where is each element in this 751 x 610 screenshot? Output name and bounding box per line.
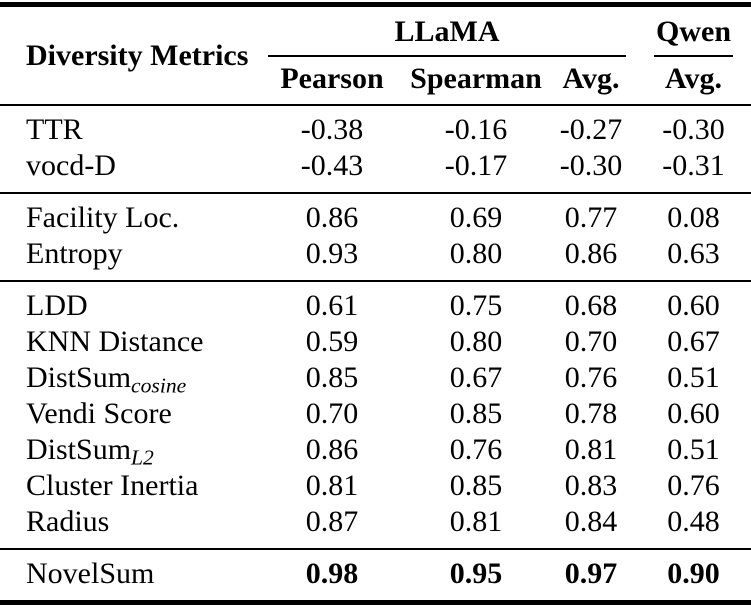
col-header-qwen-avg: Avg. (665, 62, 722, 95)
metric-cell: LDD (26, 289, 88, 322)
value-cell: 0.70 (564, 325, 618, 358)
col-header-diversity-metrics: Diversity Metrics (26, 38, 249, 72)
value-cell: 0.63 (667, 237, 720, 270)
group-lexical-metrics: TTR -0.38 -0.16 -0.27 -0.30 vocd-D -0.43… (0, 105, 751, 193)
value-cell: 0.85 (449, 397, 503, 430)
col-header-llama-avg: Avg. (562, 62, 620, 95)
group-header-row: Diversity Metrics LLaMA Qwen (0, 5, 751, 72)
value-cell: 0.97 (564, 557, 618, 590)
value-cell: 0.59 (305, 325, 359, 358)
metric-cell: vocd-D (26, 149, 116, 182)
value-cell: 0.87 (305, 505, 359, 538)
metric-label: DistSum (26, 361, 132, 394)
value-cell: 0.84 (564, 505, 618, 538)
value-cell: 0.75 (449, 289, 503, 322)
value-cell: -0.30 (662, 113, 725, 146)
value-cell: -0.17 (444, 149, 508, 182)
metric-cell: DistSumL2 (0, 432, 258, 468)
value-cell: 0.61 (305, 289, 359, 322)
metric-cell: NovelSum (26, 557, 155, 590)
table-row-facility-loc: Facility Loc. 0.86 0.69 0.77 0.08 (0, 193, 751, 236)
table-row-distsum-l2: DistSumL2 0.86 0.76 0.81 0.51 (0, 432, 751, 468)
value-cell: 0.98 (305, 557, 359, 590)
value-cell: 0.60 (667, 397, 720, 430)
value-cell: -0.38 (300, 113, 364, 146)
value-cell: 0.93 (305, 237, 359, 270)
value-cell: 0.86 (305, 201, 359, 234)
value-cell: -0.43 (300, 149, 364, 182)
table-row-distsum-cosine: DistSumcosine 0.85 0.67 0.76 0.51 (0, 360, 751, 396)
value-cell: 0.78 (564, 397, 618, 430)
value-cell: 0.81 (564, 433, 618, 466)
qwen-cmidrule (654, 55, 733, 57)
value-cell: -0.30 (559, 149, 623, 182)
metric-subscript: cosine (131, 373, 187, 398)
table-row-vocd-d: vocd-D -0.43 -0.17 -0.30 -0.31 (0, 148, 751, 193)
sub-header-row: Pearson Spearman Avg. Avg. (0, 57, 751, 105)
value-cell: 0.81 (305, 469, 359, 502)
value-cell: -0.27 (559, 113, 623, 146)
group-novelsum: NovelSum 0.98 0.95 0.97 0.90 (0, 549, 751, 603)
metric-cell: KNN Distance (26, 325, 204, 358)
value-cell: 0.08 (667, 201, 720, 234)
col-header-spearman: Spearman (410, 62, 542, 95)
metric-cell: DistSumcosine (0, 360, 258, 396)
value-cell: 0.67 (667, 325, 720, 358)
metric-label: DistSum (26, 433, 132, 466)
table-row-cluster-inertia: Cluster Inertia 0.81 0.85 0.83 0.76 (0, 468, 751, 504)
value-cell: 0.51 (667, 361, 720, 394)
col-header-pearson: Pearson (280, 62, 384, 95)
metric-cell: TTR (26, 113, 83, 146)
group-selection-metrics: Facility Loc. 0.86 0.69 0.77 0.08 Entrop… (0, 193, 751, 281)
value-cell: 0.85 (449, 469, 503, 502)
value-cell: 0.51 (667, 433, 720, 466)
value-cell: 0.60 (667, 289, 720, 322)
value-cell: 0.76 (667, 469, 720, 502)
llama-cmidrule (268, 55, 626, 57)
table-row-ldd: LDD 0.61 0.75 0.68 0.60 (0, 281, 751, 324)
value-cell: 0.90 (667, 557, 720, 590)
value-cell: 0.76 (564, 361, 618, 394)
llama-group-label: LLaMA (394, 15, 500, 48)
group-embedding-metrics: LDD 0.61 0.75 0.68 0.60 KNN Distance 0.5… (0, 281, 751, 549)
table-header: Diversity Metrics LLaMA Qwen Pearson Spe… (0, 5, 751, 105)
value-cell: 0.48 (667, 505, 720, 538)
value-cell: 0.81 (449, 505, 503, 538)
metric-cell: Facility Loc. (26, 201, 180, 234)
group-header-qwen: Qwen (636, 5, 751, 57)
qwen-group-label: Qwen (656, 15, 731, 48)
value-cell: 0.77 (564, 201, 618, 234)
table-row-entropy: Entropy 0.93 0.80 0.86 0.63 (0, 236, 751, 281)
value-cell: 0.83 (564, 469, 618, 502)
value-cell: 0.86 (564, 237, 618, 270)
group-header-llama: LLaMA (258, 5, 636, 57)
table-row-radius: Radius 0.87 0.81 0.84 0.48 (0, 504, 751, 549)
value-cell: 0.86 (305, 433, 359, 466)
value-cell: -0.16 (444, 113, 508, 146)
table-row-knn-distance: KNN Distance 0.59 0.80 0.70 0.67 (0, 324, 751, 360)
value-cell: 0.76 (449, 433, 503, 466)
metric-cell: Cluster Inertia (26, 469, 199, 502)
table-row-ttr: TTR -0.38 -0.16 -0.27 -0.30 (0, 105, 751, 148)
value-cell: 0.67 (449, 361, 503, 394)
metric-cell: Entropy (26, 237, 123, 270)
value-cell: 0.80 (449, 325, 503, 358)
table-row-novelsum: NovelSum 0.98 0.95 0.97 0.90 (0, 549, 751, 603)
value-cell: 0.80 (449, 237, 503, 270)
value-cell: 0.68 (564, 289, 618, 322)
table-row-vendi-score: Vendi Score 0.70 0.85 0.78 0.60 (0, 396, 751, 432)
metric-cell: Radius (26, 505, 110, 538)
value-cell: 0.85 (305, 361, 359, 394)
metric-cell: Vendi Score (26, 397, 172, 430)
metric-subscript: L2 (131, 445, 154, 470)
value-cell: 0.95 (449, 557, 503, 590)
value-cell: -0.31 (662, 149, 725, 182)
value-cell: 0.70 (305, 397, 359, 430)
value-cell: 0.69 (449, 201, 503, 234)
